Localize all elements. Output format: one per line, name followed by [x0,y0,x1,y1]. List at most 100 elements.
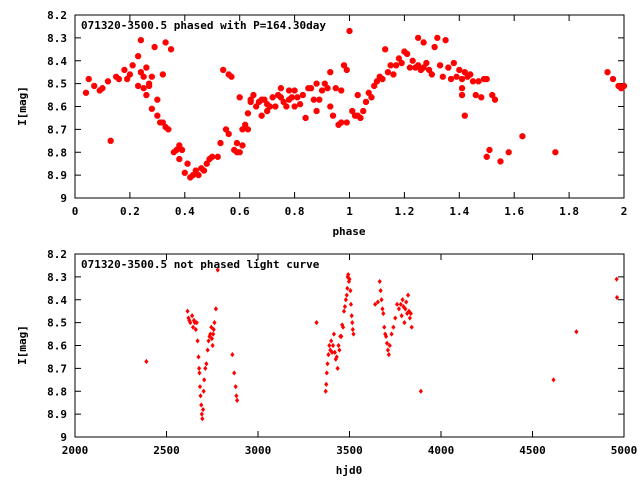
unphased-data-point [325,361,330,367]
phased-data-point [439,73,446,80]
phased-data-point [253,103,260,110]
unphased-data-point [186,315,191,321]
phased-data-point [373,78,380,85]
phased-data-point [368,94,375,101]
unphased-data-point [195,338,200,344]
unphased-data-point [346,271,351,278]
phased-data-point [239,126,246,133]
phased-data-point [620,82,628,89]
phased-x-tick-label: 0 [72,205,79,218]
unphased-data-point [207,333,212,339]
phased-data-point [269,94,276,101]
unphased-data-point [341,308,347,314]
unphased-data-point [201,388,206,394]
phased-y-tick-label: 8.7 [47,123,67,136]
unphased-data-point [209,324,214,330]
phased-data-point [340,62,348,69]
phased-data-point [478,94,485,101]
unphased-data-point [330,349,335,355]
unphased-data-point [185,308,190,314]
unphased-x-tick-label: 2000 [62,444,89,457]
unphased-data-point [343,297,348,303]
phased-data-point [247,98,254,105]
unphased-y-tick-label: 8.3 [47,271,67,284]
phased-data-point [242,121,249,128]
unphased-panel: 071320-3500.5 not phased light curve hjd… [16,248,637,477]
phased-data-point [483,76,490,83]
phased-data-point [338,119,345,126]
phased-data-point [467,71,474,78]
phased-data-point [236,94,243,101]
phased-data-point [442,37,449,44]
unphased-x-tick-label: 4500 [519,444,546,457]
phased-data-point [203,160,210,167]
phased-data-point [552,149,559,156]
phased-data-point [277,85,284,92]
unphased-data-point [341,324,346,330]
phased-data-point [159,71,166,78]
phased-data-point [115,76,122,83]
unphased-data-point [384,340,390,346]
unphased-data-point [194,320,199,326]
unphased-data-point [188,320,193,326]
unphased-data-point [373,301,378,307]
phased-data-point [135,53,142,60]
unphased-data-point [614,294,620,301]
phased-data-point [228,73,235,80]
phased-data-point [159,119,166,126]
unphased-data-point [335,365,340,371]
phased-data-point [220,66,227,73]
unphased-data-point [398,301,403,307]
unphased-data-point [395,301,400,307]
unphased-data-point [350,326,355,333]
unphased-data-point [204,361,209,367]
unphased-data-point [199,411,204,417]
phased-data-point [176,156,183,163]
phased-data-point [327,69,334,76]
phased-data-point [146,80,153,87]
unphased-x-tick-label: 4000 [428,444,455,457]
phased-data-point [286,87,293,94]
phased-y-tick-label: 8.3 [47,32,67,45]
phased-data-point [236,149,243,156]
phased-data-point [310,96,317,103]
unphased-y-tick-label: 8.2 [47,248,67,261]
phased-data-point [343,119,350,126]
unphased-data-point [405,292,411,298]
phased-data-point [192,167,199,174]
unphased-data-point [215,267,220,273]
phased-data-point [288,94,295,101]
unphased-data-point [405,310,410,317]
phased-data-point [179,146,186,154]
unphased-data-point [234,393,239,399]
phased-data-point [137,37,144,44]
phased-data-point [519,133,526,140]
phased-data-point [461,112,468,119]
phased-data-point [294,94,301,101]
phased-data-point [250,92,257,99]
unphased-data-point [403,306,408,312]
unphased-y-tick-label: 8.4 [47,294,67,307]
phased-data-point [299,92,306,99]
unphased-y-tick-label: 8.8 [47,385,67,398]
phased-data-point [324,85,331,92]
unphased-data-point [144,358,149,365]
unphased-data-point [346,278,352,285]
phased-x-tick-label: 1.4 [449,205,469,218]
phased-data-point [354,92,361,99]
unphased-data-point [323,388,328,394]
phased-plot-frame [74,14,625,199]
unphased-data-point [197,370,202,376]
phased-data-point [189,172,197,179]
phased-data-point [148,105,155,112]
phased-data-point [387,62,394,69]
unphased-data-point [349,313,354,319]
unphased-data-point [331,331,337,337]
phased-data-point [343,66,350,73]
phased-data-point [384,69,391,76]
unphased-data-point [381,310,386,317]
unphased-data-point [333,356,338,362]
phased-y-tick-label: 8.6 [47,101,67,114]
phased-data-point [272,103,279,110]
unphased-data-point [404,299,409,305]
